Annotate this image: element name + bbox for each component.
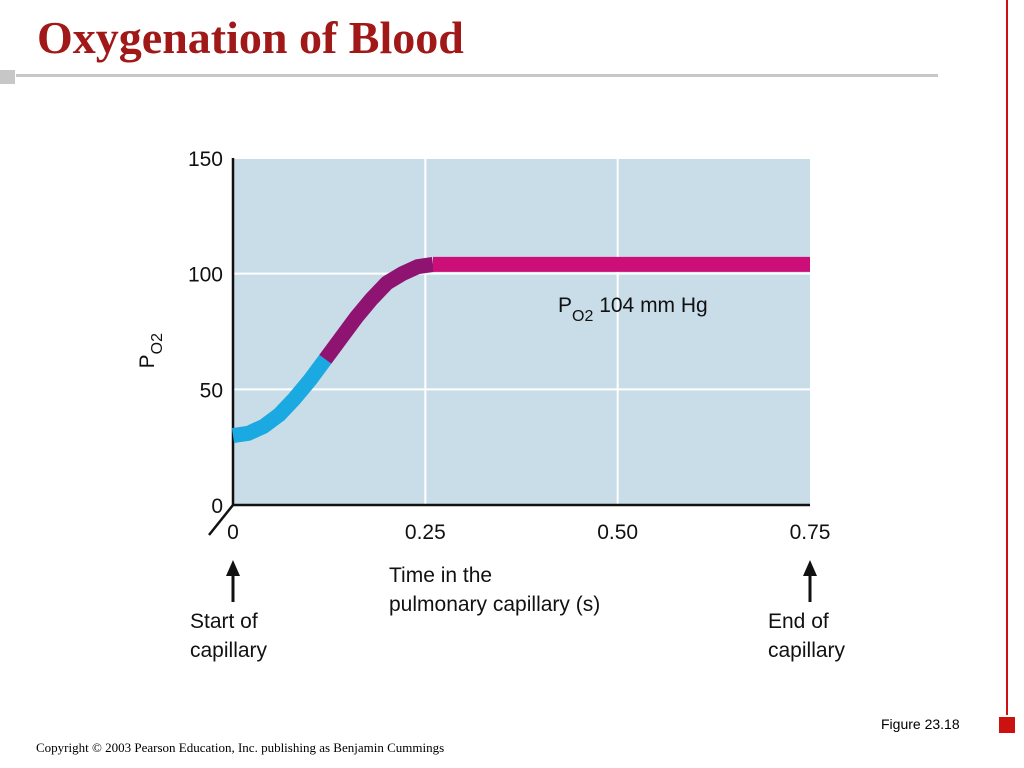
x-tick-label: 0 xyxy=(227,521,239,544)
y-axis-label-main: P xyxy=(136,354,159,368)
corner-square xyxy=(999,717,1015,733)
arrow-label-line1-2: End of xyxy=(768,610,829,633)
y-tick-label: 100 xyxy=(188,264,223,287)
x-axis-label-line2: pulmonary capillary (s) xyxy=(389,593,600,616)
arrow-label-line1-1: Start of xyxy=(190,610,258,633)
arrow-label-line2-2: capillary xyxy=(768,639,846,662)
arrow-label-line2-1: capillary xyxy=(190,639,268,662)
right-border-rule xyxy=(1006,0,1008,715)
x-tick-label: 0.25 xyxy=(405,521,446,544)
title-rule xyxy=(16,74,938,77)
annotation-main: P xyxy=(558,294,572,317)
plot-background xyxy=(233,158,810,505)
series-segment-2 xyxy=(319,256,435,364)
slide-title: Oxygenation of Blood xyxy=(37,12,464,63)
x-tick-label: 0.75 xyxy=(790,521,831,544)
x-axis-label-line1: Time in the xyxy=(389,564,492,587)
y-axis-label: PO2 xyxy=(136,333,166,368)
y-tick-label: 50 xyxy=(200,379,223,402)
copyright-text: Copyright © 2003 Pearson Education, Inc.… xyxy=(36,740,445,755)
y-axis-label-subscript: O2 xyxy=(149,333,166,354)
figure-label: Figure 23.18 xyxy=(881,716,960,732)
arrow-head-2 xyxy=(803,560,817,576)
title-rule-square xyxy=(0,70,15,84)
y-tick-label: 0 xyxy=(211,495,223,518)
origin-diagonal xyxy=(208,504,234,536)
y-tick-label: 150 xyxy=(188,148,223,171)
arrow-head-1 xyxy=(226,560,240,576)
series-segment-1 xyxy=(231,354,332,444)
po2-annotation: PO2 104 mm Hg xyxy=(558,294,708,325)
annotation-value: 104 mm Hg xyxy=(593,294,707,317)
annotation-subscript: O2 xyxy=(572,308,593,325)
x-tick-label: 0.50 xyxy=(597,521,638,544)
